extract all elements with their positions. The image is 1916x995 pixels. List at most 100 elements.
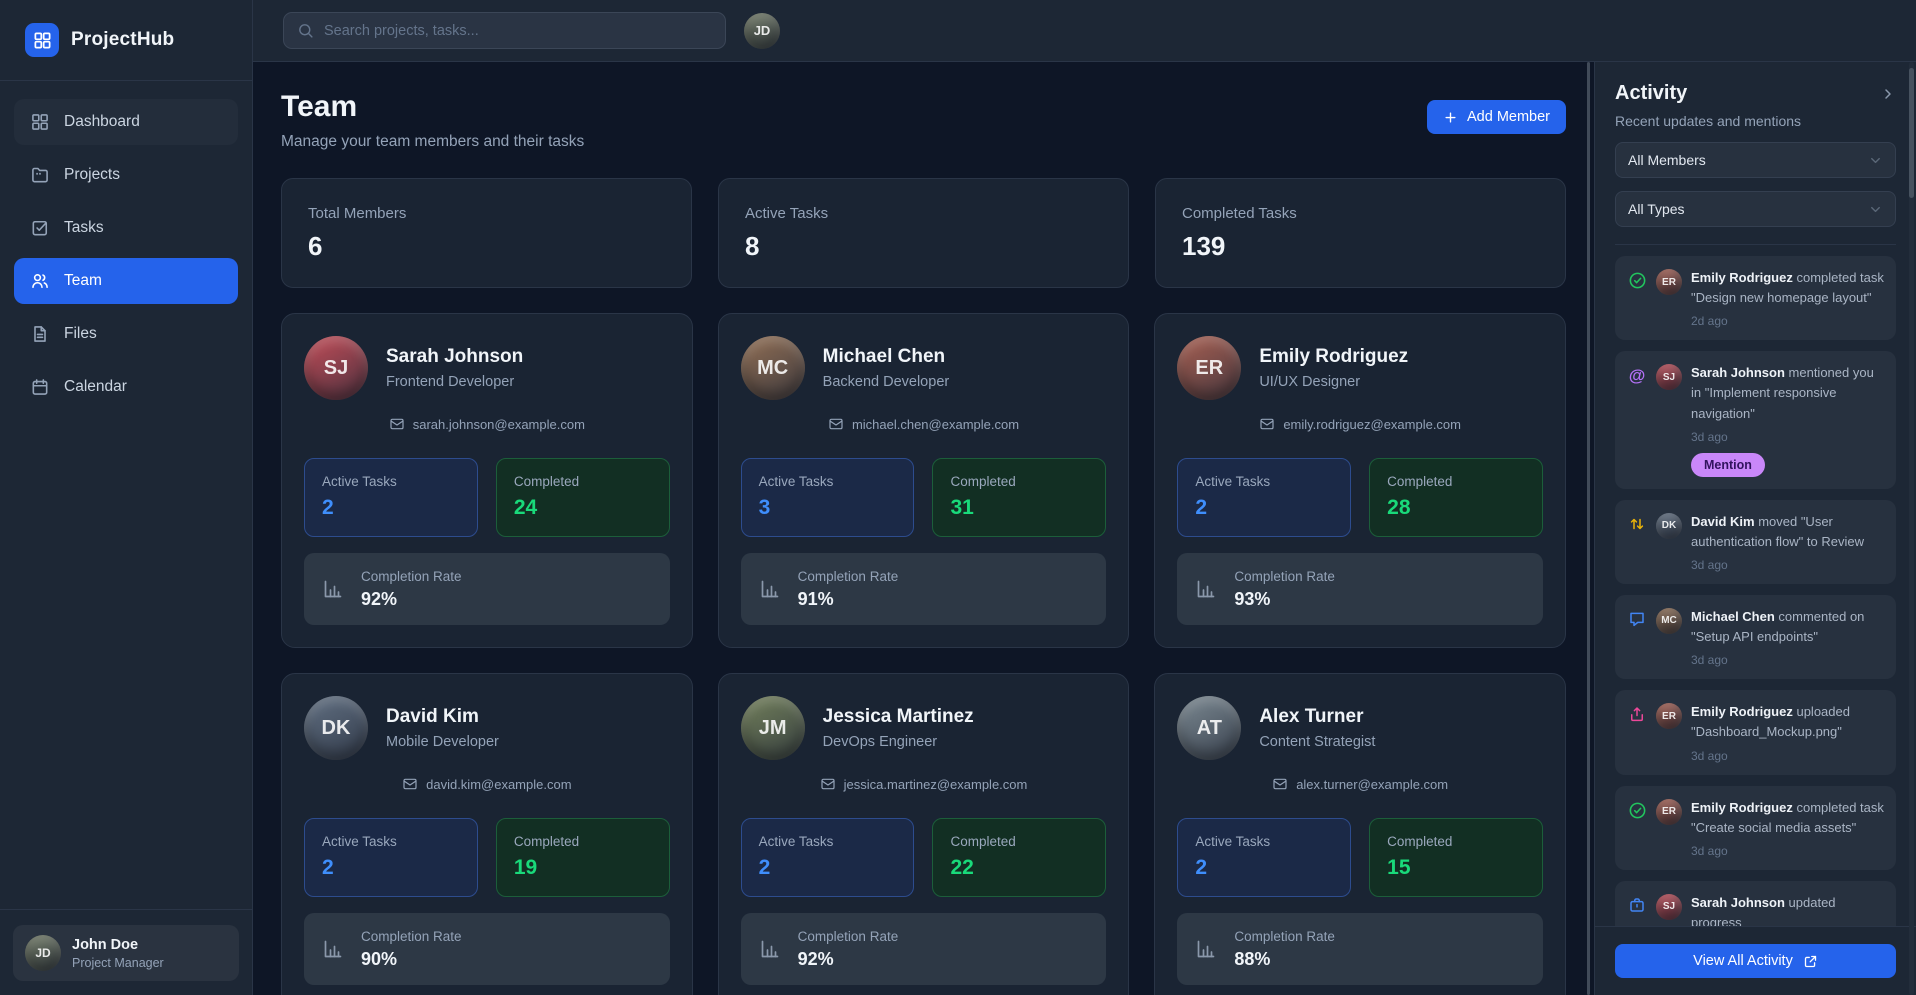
member-email: jessica.martinez@example.com bbox=[843, 776, 1028, 792]
app-name: ProjectHub bbox=[71, 29, 175, 50]
briefcase-icon bbox=[1627, 893, 1647, 926]
active-tasks-value: 2 bbox=[322, 856, 334, 879]
member-header: SJ Sarah Johnson Frontend Developer bbox=[304, 336, 670, 400]
active-tasks-box: Active Tasks 2 bbox=[1177, 458, 1352, 537]
member-header: ER Emily Rodriguez UI/UX Designer bbox=[1177, 336, 1543, 400]
completion-rate-label: Completion Rate bbox=[1234, 568, 1335, 584]
search-icon bbox=[297, 22, 314, 39]
activity-item[interactable]: ER Emily Rodriguez uploaded "Dashboard_M… bbox=[1615, 690, 1896, 775]
activity-time: 3d ago bbox=[1691, 748, 1728, 763]
completion-rate-box: Completion Rate 91% bbox=[740, 553, 1107, 625]
member-stats: Active Tasks 2 Completed 28 bbox=[1177, 458, 1543, 537]
member-email-row: emily.rodriguez@example.com bbox=[1177, 416, 1543, 432]
member-email-row: jessica.martinez@example.com bbox=[741, 776, 1107, 792]
activity-text: mentioned you in "Implement responsive n… bbox=[1691, 365, 1874, 421]
completed-value: 22 bbox=[950, 856, 974, 879]
member-role: UI/UX Designer bbox=[1259, 374, 1361, 390]
types-filter-value: All Types bbox=[1628, 201, 1685, 217]
envelope-icon bbox=[828, 416, 844, 432]
topbar-user-avatar[interactable]: JD bbox=[744, 12, 780, 49]
panel-scrollbar-thumb[interactable] bbox=[1909, 68, 1914, 198]
envelope-icon bbox=[402, 776, 418, 792]
completion-rate-label: Completion Rate bbox=[1234, 928, 1335, 944]
activity-panel: Activity Recent updates and mentions All… bbox=[1594, 62, 1916, 995]
activity-title: Activity bbox=[1615, 82, 1688, 104]
active-tasks-box: Active Tasks 2 bbox=[304, 818, 478, 897]
activity-item[interactable]: MC Michael Chen commented on "Setup API … bbox=[1615, 594, 1896, 680]
view-all-activity-button[interactable]: View All Activity bbox=[1615, 944, 1896, 978]
active-tasks-box: Active Tasks 2 bbox=[1177, 818, 1352, 897]
types-filter-select[interactable]: All Types bbox=[1615, 191, 1896, 227]
current-user-name: John Doe bbox=[72, 936, 139, 953]
member-name: Sarah Johnson bbox=[386, 346, 524, 367]
stat-label: Total Members bbox=[308, 205, 407, 222]
active-tasks-value: 2 bbox=[1195, 856, 1208, 879]
stat-card-completed-tasks: Completed Tasks 139 bbox=[1155, 178, 1566, 288]
members-filter-value: All Members bbox=[1628, 152, 1706, 168]
active-tasks-box: Active Tasks 2 bbox=[740, 818, 915, 897]
panel-scrollbar-track[interactable] bbox=[1909, 62, 1914, 995]
members-filter-select[interactable]: All Members bbox=[1615, 142, 1896, 178]
activity-item[interactable]: ER Emily Rodriguez completed task "Creat… bbox=[1615, 785, 1896, 870]
member-card: AT Alex Turner Content Strategist alex.t… bbox=[1154, 673, 1566, 995]
member-email-row: michael.chen@example.com bbox=[741, 416, 1107, 432]
completed-label: Completed bbox=[1387, 474, 1453, 489]
avatar: ER bbox=[1656, 798, 1682, 825]
active-tasks-value: 2 bbox=[322, 496, 334, 519]
member-role: Backend Developer bbox=[822, 374, 950, 390]
activity-actor: Emily Rodriguez bbox=[1691, 799, 1793, 815]
activity-item[interactable]: SJ Sarah Johnson updated progress bbox=[1615, 880, 1896, 926]
activity-feed[interactable]: ER Emily Rodriguez completed task "Desig… bbox=[1595, 245, 1916, 926]
member-stats: Active Tasks 3 Completed 31 bbox=[740, 458, 1107, 537]
activity-actor: Michael Chen bbox=[1691, 608, 1775, 624]
member-name: Michael Chen bbox=[822, 346, 946, 367]
member-name: David Kim bbox=[386, 706, 479, 727]
member-card: MC Michael Chen Backend Developer michae… bbox=[717, 313, 1130, 648]
activity-item[interactable]: DK David Kim moved "User authentication … bbox=[1615, 499, 1896, 584]
sidebar-item-label: Tasks bbox=[64, 219, 104, 236]
avatar: ER bbox=[1656, 269, 1682, 295]
external-link-icon bbox=[1803, 954, 1818, 969]
add-member-button[interactable]: Add Member bbox=[1426, 100, 1566, 134]
sidebar-item-projects[interactable]: Projects bbox=[14, 152, 238, 198]
sidebar-item-calendar[interactable]: Calendar bbox=[14, 364, 238, 410]
active-tasks-label: Active Tasks bbox=[1195, 834, 1271, 849]
sidebar-item-tasks[interactable]: Tasks bbox=[14, 205, 238, 251]
stat-value: 139 bbox=[1182, 231, 1226, 261]
activity-footer: View All Activity bbox=[1595, 926, 1916, 995]
arrows-up-down-icon bbox=[1627, 512, 1647, 572]
activity-actor: Emily Rodriguez bbox=[1691, 704, 1793, 720]
add-member-label: Add Member bbox=[1466, 109, 1550, 125]
sidebar-item-team[interactable]: Team bbox=[14, 258, 238, 304]
bar-chart-icon bbox=[321, 937, 345, 961]
current-user-role: Project Manager bbox=[72, 955, 164, 970]
avatar: DK bbox=[1656, 512, 1682, 539]
chevron-right-icon[interactable] bbox=[1880, 86, 1896, 102]
current-user-card[interactable]: JD John Doe Project Manager bbox=[13, 925, 239, 981]
completion-rate-label: Completion Rate bbox=[797, 568, 899, 584]
member-role: Content Strategist bbox=[1259, 734, 1376, 750]
completion-rate-box: Completion Rate 88% bbox=[1177, 913, 1543, 985]
sidebar-item-label: Files bbox=[64, 325, 97, 342]
member-name: Jessica Martinez bbox=[822, 706, 974, 727]
sidebar-item-files[interactable]: Files bbox=[14, 311, 238, 357]
bar-chart-icon bbox=[1194, 577, 1218, 601]
stat-value: 8 bbox=[745, 231, 760, 261]
completed-label: Completed bbox=[950, 834, 1016, 849]
sidebar-nav: Dashboard Projects Tasks Team Files Cale… bbox=[0, 81, 252, 428]
activity-header: Activity Recent updates and mentions All… bbox=[1595, 62, 1916, 245]
search-box bbox=[283, 12, 726, 49]
activity-item[interactable]: @ SJ Sarah Johnson mentioned you in "Imp… bbox=[1615, 351, 1896, 489]
completed-label: Completed bbox=[1387, 834, 1453, 849]
completed-label: Completed bbox=[513, 834, 580, 849]
avatar: ER bbox=[1177, 336, 1242, 400]
sidebar-footer: JD John Doe Project Manager bbox=[0, 909, 252, 995]
mention-badge: Mention bbox=[1691, 452, 1765, 477]
sidebar-item-dashboard[interactable]: Dashboard bbox=[14, 99, 238, 145]
search-input[interactable] bbox=[324, 22, 712, 39]
member-name: Alex Turner bbox=[1259, 706, 1364, 727]
main-scrollbar[interactable] bbox=[1587, 62, 1590, 995]
activity-item[interactable]: ER Emily Rodriguez completed task "Desig… bbox=[1615, 256, 1896, 341]
envelope-icon bbox=[1259, 416, 1275, 432]
stat-card-active-tasks: Active Tasks 8 bbox=[718, 178, 1129, 288]
